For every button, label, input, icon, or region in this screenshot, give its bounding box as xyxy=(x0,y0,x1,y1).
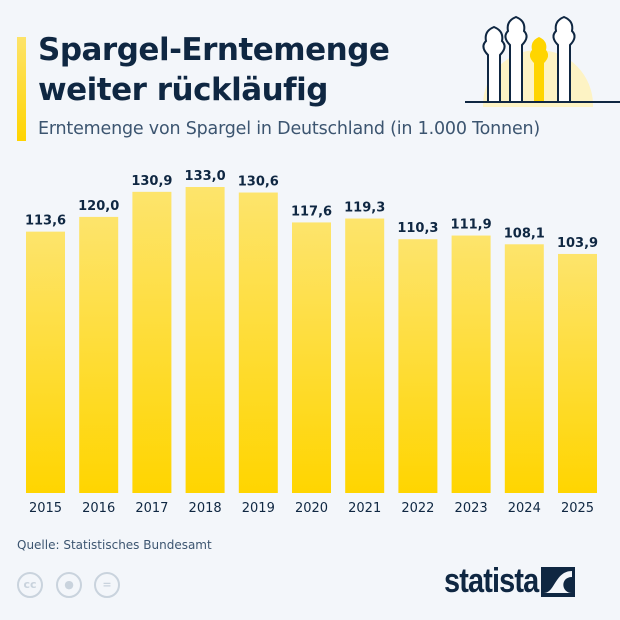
no-derivatives-icon[interactable]: = xyxy=(94,572,120,598)
title-line-1: Spargel-Erntemenge xyxy=(38,32,390,68)
bar-2024 xyxy=(504,244,544,493)
bar-2022 xyxy=(398,239,438,493)
x-tick-label: 2022 xyxy=(401,501,434,516)
chart-subtitle: Erntemenge von Spargel in Deutschland (i… xyxy=(38,119,541,139)
data-label: 119,3 xyxy=(344,201,385,216)
data-label: 133,0 xyxy=(185,169,226,184)
bar-2015 xyxy=(26,231,65,493)
x-tick-label: 2021 xyxy=(348,501,381,516)
attribution-icon[interactable]: ● xyxy=(56,572,82,598)
data-label: 111,9 xyxy=(451,218,492,233)
data-label: 113,6 xyxy=(25,214,66,229)
x-tick-label: 2016 xyxy=(82,501,115,516)
brand-name: statista xyxy=(444,562,539,600)
data-label: 103,9 xyxy=(557,236,598,251)
data-label: 117,6 xyxy=(291,204,332,219)
x-tick-label: 2017 xyxy=(135,501,168,516)
x-tick-label: 2025 xyxy=(561,501,594,516)
bar-2017 xyxy=(132,191,172,493)
data-label: 108,1 xyxy=(504,226,545,241)
bar-chart: 113,6 2015 120,0 2016 130,9 2017 133,0 2018 130,… xyxy=(25,169,598,516)
source-note: Quelle: Statistisches Bundesamt xyxy=(17,538,212,552)
data-label: 130,9 xyxy=(131,174,172,189)
x-tick-label: 2020 xyxy=(295,501,328,516)
chart-title: Spargel-Erntemenge weiter rückläufig xyxy=(38,30,390,110)
bar-2021 xyxy=(345,218,385,493)
data-label: 130,6 xyxy=(238,175,279,190)
x-tick-label: 2018 xyxy=(189,501,222,516)
x-tick-label: 2023 xyxy=(455,501,488,516)
title-accent-bar xyxy=(17,37,26,141)
asparagus-illustration-icon xyxy=(465,15,620,107)
bar-2025 xyxy=(558,253,597,493)
x-tick-label: 2019 xyxy=(242,501,275,516)
bar-2019 xyxy=(238,192,278,494)
x-tick-label: 2015 xyxy=(29,501,62,516)
statista-logo-icon xyxy=(541,566,576,597)
bar-2020 xyxy=(292,222,331,493)
title-line-2: weiter rückläufig xyxy=(38,72,328,108)
data-label: 110,3 xyxy=(397,221,438,236)
x-tick-label: 2024 xyxy=(508,501,541,516)
data-label: 120,0 xyxy=(78,199,119,214)
statista-logo[interactable]: statista xyxy=(444,562,576,601)
bar-2016 xyxy=(79,216,119,493)
bar-2023 xyxy=(451,235,491,493)
bar-2018 xyxy=(185,187,225,493)
cc-icon[interactable]: cc xyxy=(17,572,43,598)
